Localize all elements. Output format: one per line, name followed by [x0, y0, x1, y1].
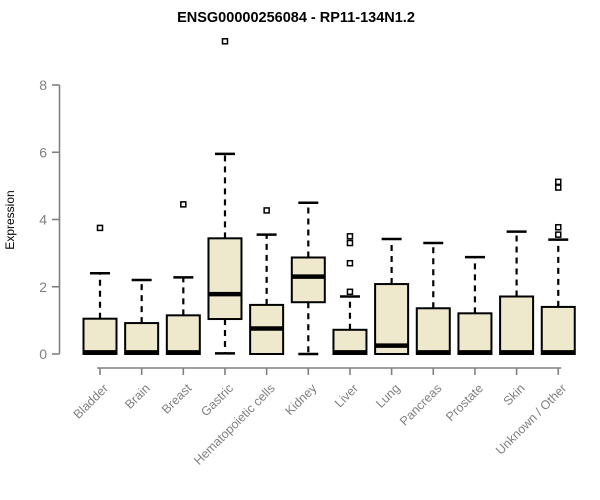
- outlier-point: [555, 178, 562, 186]
- chart-title: ENSG00000256084 - RP11-134N1.2: [177, 10, 415, 26]
- x-category-label: Breast: [159, 381, 195, 417]
- outlier-point: [346, 259, 354, 267]
- outlier-point: [180, 201, 187, 208]
- boxplot-breast: [165, 201, 201, 355]
- y-tick-label: 2: [39, 279, 47, 295]
- boxplot-skin: [499, 230, 535, 355]
- boxplot-kidney: [290, 201, 326, 356]
- x-category-label: Hematopoietic cells: [191, 381, 278, 468]
- x-category-label: Liver: [332, 381, 361, 410]
- iqr-box: [457, 312, 493, 355]
- outlier-point: [263, 207, 270, 214]
- x-category-label: Bladder: [71, 381, 111, 421]
- outlier-point: [346, 239, 354, 247]
- iqr-box: [207, 237, 243, 321]
- outlier-point: [96, 224, 104, 232]
- boxplot-bladder: [82, 224, 118, 356]
- boxplot-brain: [124, 278, 160, 356]
- outlier-point: [346, 288, 354, 296]
- y-tick-label: 4: [39, 212, 47, 228]
- boxplot-liver: [332, 233, 368, 356]
- x-category-label: Pancreas: [397, 381, 444, 428]
- iqr-box: [82, 317, 118, 356]
- boxplot-unknown-other: [540, 178, 576, 355]
- y-tick-label: 8: [39, 77, 47, 93]
- x-category-label: Kidney: [282, 381, 319, 418]
- outlier-point: [221, 38, 229, 45]
- y-tick-label: 0: [39, 346, 47, 362]
- boxplot-gastric: [207, 38, 243, 355]
- x-category-label: Lung: [373, 381, 403, 411]
- x-category-label: Unknown / Other: [493, 381, 569, 457]
- iqr-box: [124, 322, 160, 356]
- x-category-label: Skin: [501, 381, 528, 408]
- outlier-point: [346, 233, 354, 240]
- iqr-box: [540, 305, 576, 355]
- boxplot-lung: [374, 237, 410, 355]
- x-category-label: Brain: [122, 381, 153, 412]
- boxplot-hematopoietic-cells: [249, 207, 285, 355]
- iqr-box: [290, 256, 326, 304]
- iqr-box: [332, 328, 368, 356]
- boxplot-pancreas: [415, 241, 451, 355]
- outlier-point: [555, 184, 562, 191]
- y-tick-label: 6: [39, 144, 47, 160]
- outlier-point: [555, 223, 562, 231]
- x-category-label: Gastric: [198, 381, 236, 419]
- iqr-box: [374, 283, 410, 355]
- x-category-label: Prostate: [443, 381, 486, 424]
- iqr-box: [415, 307, 451, 355]
- y-axis-label: Expression: [3, 190, 17, 249]
- boxplot-prostate: [457, 255, 493, 355]
- plot-area: [82, 38, 576, 356]
- outlier-point: [555, 231, 562, 238]
- iqr-box: [499, 295, 535, 355]
- iqr-box: [165, 314, 201, 355]
